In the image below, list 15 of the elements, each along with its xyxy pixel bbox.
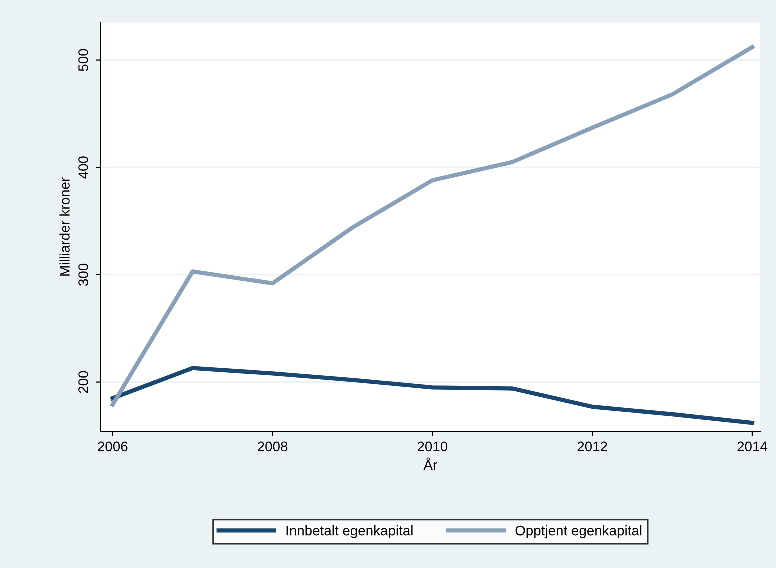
x-tick-label: 2008: [258, 442, 288, 452]
y-tick-label: 200: [78, 371, 88, 394]
x-axis-title: År: [424, 458, 438, 470]
legend-label: Opptjent egenkapital: [516, 526, 642, 538]
legend-label: Innbetalt egenkapital: [286, 526, 413, 538]
x-tick-label: 2010: [418, 442, 448, 452]
y-axis-title: Milliarder kroner: [60, 178, 70, 276]
line-series: [110, 45, 755, 407]
y-tick-label: 400: [78, 156, 88, 179]
x-tick-label: 2006: [98, 442, 128, 452]
x-tick-label: 2014: [738, 442, 768, 452]
y-tick-label: 500: [78, 49, 88, 72]
line-series: [110, 366, 755, 426]
x-tick-label: 2012: [578, 442, 608, 452]
y-tick-label: 300: [78, 264, 88, 286]
